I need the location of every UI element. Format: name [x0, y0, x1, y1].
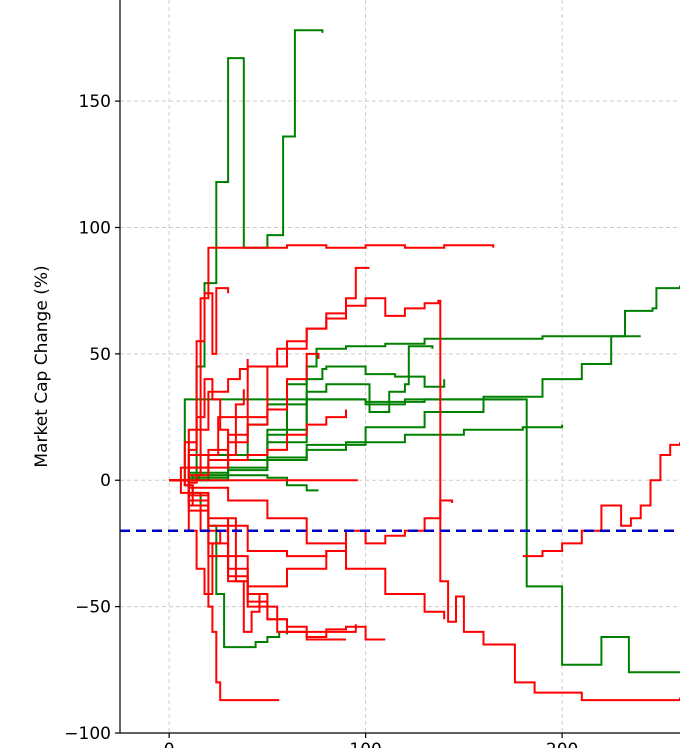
series-layer	[169, 29, 680, 702]
x-tick-label: 100	[349, 740, 381, 748]
y-tick-label: 150	[79, 92, 111, 112]
y-tick-label: −100	[64, 724, 111, 744]
series-line-14	[169, 479, 280, 702]
y-tick-label: 100	[79, 218, 111, 238]
series-line-20	[169, 352, 320, 482]
y-axis-label: Market Cap Change (%)	[32, 265, 52, 467]
x-tick-label: 200	[546, 740, 578, 748]
series-line-12	[169, 297, 680, 702]
series-line-23	[169, 409, 347, 482]
series-line-4	[169, 285, 680, 482]
series-line-6	[169, 335, 641, 482]
y-tick-label: 50	[89, 345, 111, 365]
tick-layer: −100 −50 0 50 100 150 0 100 200	[64, 92, 578, 748]
series-line-11	[169, 244, 495, 484]
series-line-1	[169, 29, 324, 482]
series-line-26	[522, 442, 680, 558]
series-line-27	[169, 378, 245, 482]
series-line-28	[169, 479, 261, 633]
y-tick-label: −50	[75, 598, 111, 618]
series-line-21	[169, 358, 249, 482]
series-line-25	[169, 479, 446, 620]
axes-layer	[119, 0, 680, 734]
x-tick-label: 0	[164, 740, 175, 748]
series-line-22	[169, 287, 230, 482]
y-tick-label: 0	[100, 471, 111, 491]
series-line-13	[169, 266, 370, 482]
